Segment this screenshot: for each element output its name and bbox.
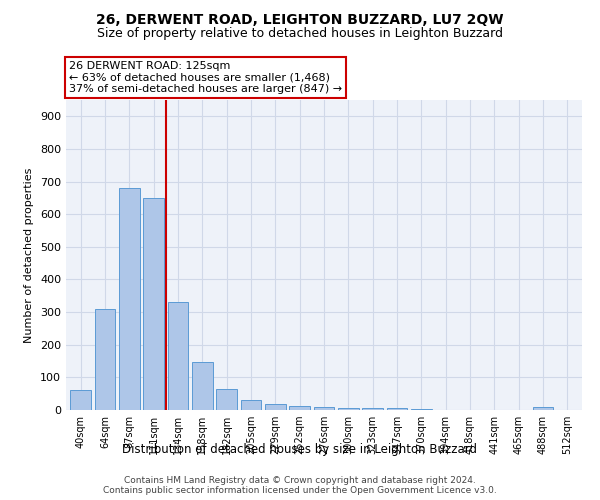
Y-axis label: Number of detached properties: Number of detached properties (25, 168, 34, 342)
Bar (289, 406, 310, 410)
Bar (216, 390, 237, 410)
Bar (265, 404, 286, 410)
Text: 26, DERWENT ROAD, LEIGHTON BUZZARD, LU7 2QW: 26, DERWENT ROAD, LEIGHTON BUZZARD, LU7 … (96, 12, 504, 26)
Bar (338, 408, 359, 410)
Bar (411, 409, 432, 410)
Bar (314, 408, 334, 410)
Bar (362, 408, 383, 410)
Text: 26 DERWENT ROAD: 125sqm
← 63% of detached houses are smaller (1,468)
37% of semi: 26 DERWENT ROAD: 125sqm ← 63% of detache… (68, 60, 342, 94)
Bar (241, 400, 262, 410)
Text: Distribution of detached houses by size in Leighton Buzzard: Distribution of detached houses by size … (122, 442, 478, 456)
Bar (533, 406, 553, 410)
Text: Size of property relative to detached houses in Leighton Buzzard: Size of property relative to detached ho… (97, 28, 503, 40)
Bar (167, 302, 188, 410)
Bar (143, 198, 164, 410)
Bar (192, 362, 212, 410)
Bar (386, 408, 407, 410)
Bar (95, 309, 115, 410)
Bar (70, 390, 91, 410)
Text: Contains HM Land Registry data © Crown copyright and database right 2024.
Contai: Contains HM Land Registry data © Crown c… (103, 476, 497, 495)
Bar (119, 188, 140, 410)
